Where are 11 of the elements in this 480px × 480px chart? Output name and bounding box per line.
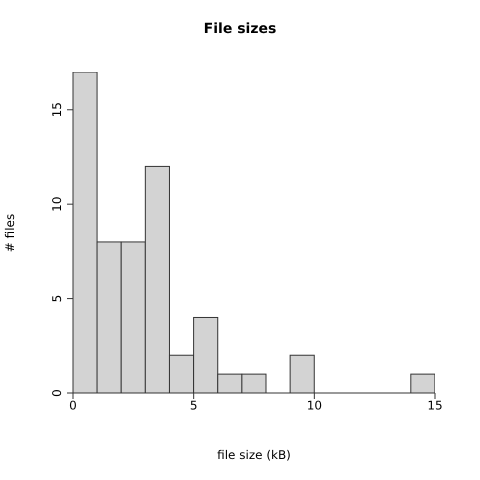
x-tick-label: 15 (427, 398, 443, 413)
y-tick-label: 0 (50, 389, 64, 397)
y-tick-label: 5 (50, 294, 64, 302)
x-tick-label: 0 (69, 398, 77, 413)
chart-title: File sizes (202, 21, 278, 37)
x-tick-label: 5 (190, 398, 198, 413)
x-tick-label: 10 (306, 398, 322, 413)
y-tick-label: 10 (50, 196, 64, 212)
y-axis-title: # files (3, 213, 17, 252)
y-tick-label: 15 (50, 102, 64, 118)
x-axis-title: file size (kB) (216, 448, 292, 462)
